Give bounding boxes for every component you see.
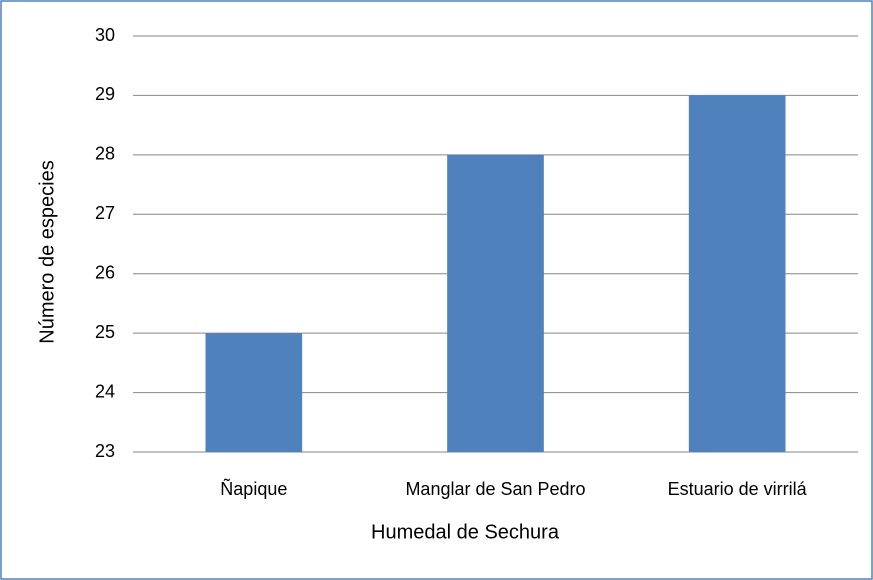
bar bbox=[447, 154, 544, 452]
x-tick-label: Ñapique bbox=[220, 478, 287, 499]
y-tick-label: 23 bbox=[95, 441, 115, 461]
x-tick-label: Estuario de virrilá bbox=[668, 479, 808, 499]
y-axis-title: Número de especies bbox=[36, 160, 58, 343]
y-tick-label: 25 bbox=[95, 322, 115, 342]
y-tick-label: 30 bbox=[95, 25, 115, 45]
x-tick-label: Manglar de San Pedro bbox=[405, 479, 585, 499]
y-tick-label: 24 bbox=[95, 381, 115, 401]
y-tick-label: 29 bbox=[95, 84, 115, 104]
y-tick-label: 26 bbox=[95, 262, 115, 282]
x-axis-title: Humedal de Sechura bbox=[371, 521, 560, 543]
y-tick-label: 27 bbox=[95, 203, 115, 223]
bar bbox=[688, 95, 786, 452]
y-tick-label: 28 bbox=[95, 144, 115, 164]
bar bbox=[205, 333, 303, 452]
